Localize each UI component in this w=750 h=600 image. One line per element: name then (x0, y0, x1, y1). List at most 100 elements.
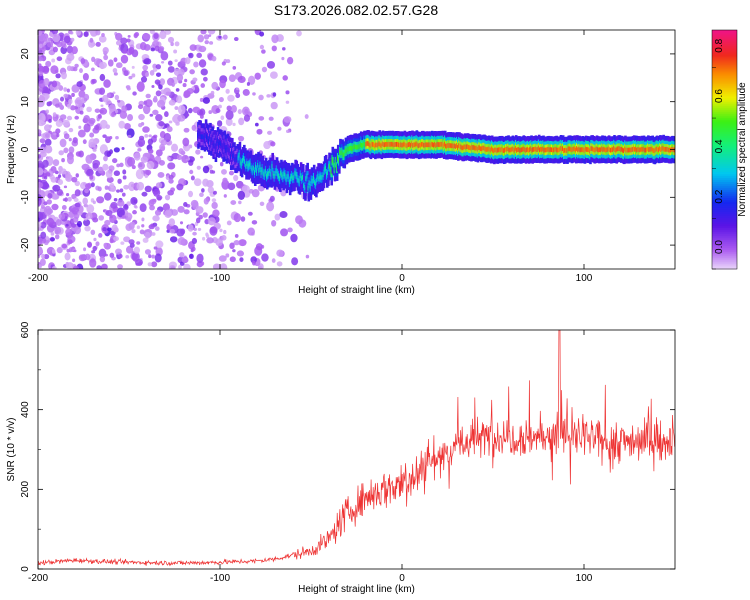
noise-speckle (210, 90, 215, 95)
noise-speckle (206, 237, 214, 244)
noise-speckle (95, 41, 101, 47)
noise-speckle (84, 225, 91, 232)
noise-speckle (177, 206, 185, 213)
noise-speckle (205, 234, 210, 239)
noise-speckle (127, 134, 132, 138)
noise-speckle (211, 170, 216, 174)
colorbar-band (712, 241, 737, 244)
noise-speckle (59, 138, 67, 148)
noise-speckle (84, 253, 91, 261)
colorbar-band (712, 195, 737, 198)
noise-speckle (117, 178, 122, 184)
noise-speckle (163, 132, 172, 143)
noise-speckle (38, 246, 43, 255)
colorbar-band (712, 127, 737, 131)
noise-speckle (181, 257, 189, 264)
colorbar-band (712, 187, 737, 190)
noise-speckle (172, 82, 176, 86)
noise-speckle (183, 202, 188, 207)
noise-speckle (68, 127, 74, 133)
y-tick-label: 0 (20, 566, 31, 572)
colorbar-band (712, 107, 737, 111)
noise-speckle (176, 183, 184, 191)
noise-speckle (151, 85, 155, 88)
noise-speckle (92, 245, 98, 252)
noise-speckle (38, 154, 41, 159)
colorbar-band (712, 63, 737, 67)
noise-speckle (55, 128, 61, 134)
noise-speckle (109, 252, 115, 258)
noise-speckle (102, 94, 109, 103)
colorbar-band (712, 77, 737, 81)
noise-speckle (119, 188, 124, 193)
noise-speckle (57, 179, 64, 186)
noise-speckle (72, 258, 76, 263)
noise-speckle (95, 241, 100, 247)
noise-speckle (86, 204, 95, 214)
noise-speckle (114, 94, 120, 101)
noise-speckle (92, 217, 99, 223)
noise-speckle (287, 227, 293, 233)
noise-speckle (107, 59, 114, 67)
noise-speckle (73, 249, 77, 253)
colorbar-band (712, 181, 737, 184)
noise-speckle (99, 73, 106, 82)
colorbar-tick-label: 0.0 (714, 240, 725, 254)
noise-speckle (202, 212, 208, 218)
x-tick-label: -200 (28, 573, 48, 584)
noise-speckle (160, 139, 167, 146)
noise-speckle (74, 189, 81, 197)
noise-speckle (112, 68, 118, 73)
noise-speckle (96, 265, 102, 269)
noise-speckle (73, 197, 79, 202)
noise-speckle (155, 182, 163, 189)
noise-speckle (116, 163, 121, 168)
noise-speckle (66, 155, 74, 165)
noise-speckle (283, 116, 292, 123)
noise-speckle (83, 247, 87, 252)
noise-speckle (68, 137, 72, 142)
noise-speckle (121, 215, 127, 219)
noise-speckle (95, 30, 101, 36)
noise-speckle (40, 231, 47, 239)
noise-speckle (77, 210, 83, 216)
noise-speckle (131, 73, 136, 78)
noise-speckle (136, 181, 145, 191)
noise-speckle (191, 124, 197, 131)
colorbar-tick-label: 0.4 (714, 139, 725, 153)
noise-speckle (108, 104, 116, 113)
noise-speckle (230, 104, 237, 113)
colorbar-tick-label: 0.2 (714, 189, 725, 203)
y-tick-label: -10 (20, 190, 31, 205)
colorbar-band (712, 193, 737, 196)
noise-speckle (141, 217, 145, 222)
noise-speckle (46, 199, 52, 205)
noise-speckle (168, 265, 176, 269)
noise-speckle (212, 209, 220, 217)
noise-speckle (215, 108, 221, 114)
noise-speckle (133, 204, 137, 208)
noise-speckle (127, 34, 131, 38)
noise-speckle (91, 56, 96, 63)
colorbar-band (712, 245, 737, 248)
noise-speckle (101, 32, 105, 37)
noise-speckle (189, 44, 197, 52)
noise-speckle (160, 51, 169, 61)
noise-speckle (208, 41, 214, 45)
noise-speckle (145, 169, 152, 176)
colorbar-band (712, 231, 737, 234)
snr-frame (37, 329, 676, 570)
colorbar-band (712, 259, 737, 262)
noise-speckle (145, 99, 153, 108)
ridge-cell (673, 147, 675, 153)
noise-speckle (98, 87, 106, 95)
noise-speckle (82, 139, 87, 145)
noise-speckle (104, 253, 108, 257)
noise-speckle (106, 176, 114, 183)
noise-speckle (118, 120, 126, 129)
noise-speckle (247, 227, 255, 236)
colorbar-band (712, 75, 737, 79)
noise-speckle (233, 240, 240, 246)
noise-speckle (40, 221, 47, 229)
